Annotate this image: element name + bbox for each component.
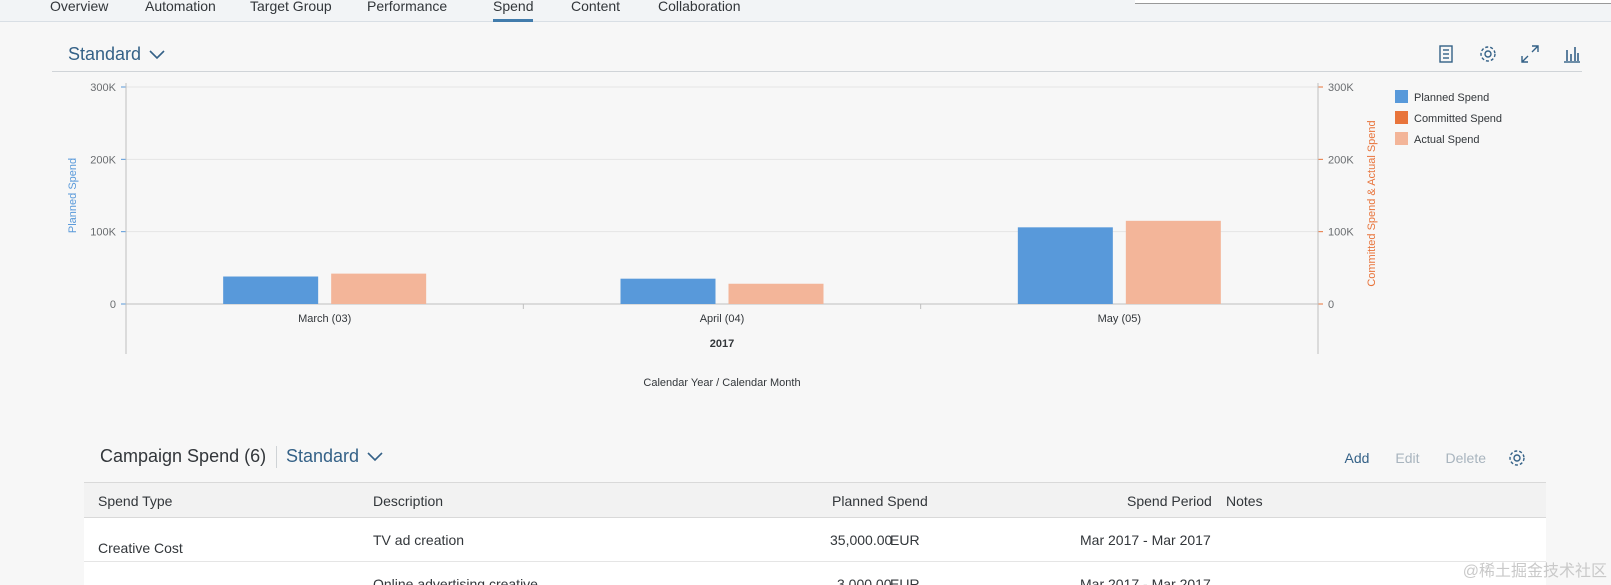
tab-target-group[interactable]: Target Group <box>250 0 332 14</box>
column-planned-spend[interactable]: Planned Spend <box>832 493 928 509</box>
table-column-header: Spend Type Description Planned Spend Spe… <box>84 482 1546 518</box>
chart-variant-selector[interactable]: Standard <box>68 44 165 65</box>
tab-spend[interactable]: Spend <box>493 0 534 22</box>
tab-performance[interactable]: Performance <box>367 0 448 14</box>
legend-swatch <box>1395 111 1408 124</box>
cell-spend-type: Creative Cost <box>98 540 183 556</box>
category-label: April (04) <box>700 313 745 325</box>
tab-overview[interactable]: Overview <box>50 0 109 14</box>
group-label: 2017 <box>710 338 734 350</box>
right-tick-label: 200K <box>1328 154 1354 166</box>
category-label: March (03) <box>298 313 351 325</box>
right-tick-label: 100K <box>1328 227 1354 239</box>
bar-actual-spend <box>1125 220 1221 304</box>
bar-planned-spend <box>223 276 319 304</box>
spend-chart: 0 0 100K 100K 200K 200K 300K 300K March (03) Apri… <box>52 73 1582 413</box>
watermark: @稀土掘金技术社区 <box>1462 563 1607 580</box>
cell-spend-period: Mar 2017 - Mar 2017 <box>1080 532 1211 548</box>
bar-actual-spend <box>331 273 427 304</box>
settings-icon[interactable] <box>1478 44 1498 64</box>
cell-currency: EUR <box>890 532 920 548</box>
cell-description: TV ad creation <box>373 532 465 548</box>
tab-content[interactable]: Content <box>571 0 621 14</box>
legend-swatch <box>1395 90 1408 103</box>
chevron-down-icon <box>149 49 165 59</box>
right-axis-title: Committed Spend & Actual Spend <box>1366 120 1378 286</box>
left-tick-label: 100K <box>90 227 116 239</box>
table-title: Campaign Spend (6) <box>100 446 267 466</box>
table-settings-icon[interactable] <box>1508 449 1526 467</box>
chart-variant-label: Standard <box>68 44 142 64</box>
bar-planned-spend <box>1017 227 1113 304</box>
edit-button[interactable]: Edit <box>1395 450 1420 466</box>
fullscreen-icon[interactable] <box>1520 44 1540 64</box>
table-variant-label: Standard <box>286 446 360 466</box>
cell-spend-period: Mar 2017 - Mar 2017 <box>1080 576 1211 585</box>
left-tick-label: 200K <box>90 154 116 166</box>
cell-amount: 3,000.00 <box>837 576 892 585</box>
tab-bar: Overview Automation Target Group Perform… <box>0 0 1611 22</box>
right-tick-label: 300K <box>1328 82 1354 94</box>
table-toolbar: Campaign Spend (6) Standard Add Edit Del… <box>84 440 1546 482</box>
column-description[interactable]: Description <box>373 493 444 509</box>
x-axis-title: Calendar Year / Calendar Month <box>643 377 800 389</box>
left-tick-label: 300K <box>90 82 116 94</box>
legend-label: Actual Spend <box>1414 134 1479 146</box>
tab-collaboration[interactable]: Collaboration <box>658 0 741 14</box>
legend-swatch <box>1395 132 1408 145</box>
cell-description: Online advertising creative <box>373 576 538 585</box>
left-tick-label: 0 <box>110 299 116 311</box>
legend-label: Committed Spend <box>1414 113 1502 125</box>
bar-planned-spend <box>620 278 716 304</box>
table-row[interactable]: Creative Cost TV ad creation 35,000.00 E… <box>84 518 1546 562</box>
table-view-icon[interactable] <box>1436 44 1456 64</box>
table-row[interactable]: Online advertising creative 3,000.00 EUR… <box>84 562 1546 585</box>
column-spend-type[interactable]: Spend Type <box>98 493 173 509</box>
add-button[interactable]: Add <box>1344 450 1370 466</box>
column-notes[interactable]: Notes <box>1226 493 1263 509</box>
cell-amount: 35,000.00 <box>830 532 893 548</box>
table-variant-selector[interactable]: Standard <box>286 446 383 467</box>
bar-actual-spend <box>728 283 824 304</box>
search-field[interactable] <box>1135 0 1611 4</box>
table-title-divider <box>276 446 277 468</box>
tab-automation[interactable]: Automation <box>145 0 216 14</box>
delete-button[interactable]: Delete <box>1445 450 1486 466</box>
chart-header: Standard <box>52 40 1582 72</box>
column-spend-period[interactable]: Spend Period <box>1127 493 1212 509</box>
right-tick-label: 0 <box>1328 299 1334 311</box>
chart-type-icon[interactable] <box>1562 44 1582 64</box>
spend-chart-svg: 0 0 100K 100K 200K 200K 300K 300K March (03) Apri… <box>67 82 1502 389</box>
chevron-down-icon <box>367 451 383 461</box>
left-axis-title: Planned Spend <box>67 158 79 233</box>
cell-currency: EUR <box>890 576 920 585</box>
legend-label: Planned Spend <box>1414 92 1489 104</box>
category-label: May (05) <box>1098 313 1141 325</box>
